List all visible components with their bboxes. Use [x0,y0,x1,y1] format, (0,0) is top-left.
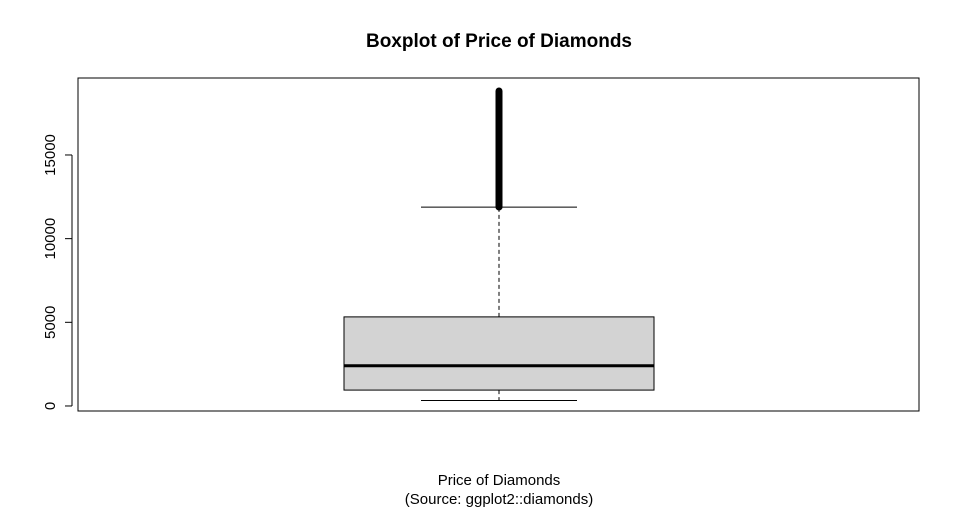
x-axis-source-label: (Source: ggplot2::diamonds) [405,491,593,508]
iqr-box [343,316,655,391]
y-tick-label: 15000 [42,134,59,176]
chart-title: Boxplot of Price of Diamonds [366,31,632,52]
x-axis-label: Price of Diamonds [438,472,561,489]
y-tick-label: 5000 [42,306,59,339]
y-tick-label: 0 [42,402,59,410]
box-element [343,87,655,402]
plot-frame [77,77,920,412]
y-axis-ticks: 0 5000 10000 15000 [42,134,72,410]
y-tick-label: 10000 [42,218,59,260]
